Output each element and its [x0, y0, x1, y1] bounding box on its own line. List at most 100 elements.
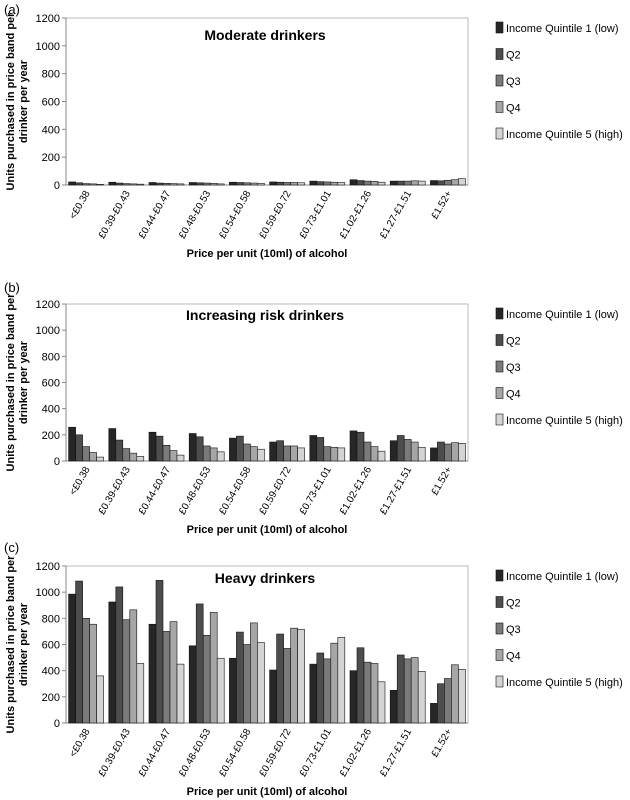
- plot-area: [65, 303, 469, 462]
- x-tick-label: £1.52+: [430, 465, 455, 497]
- x-tick-label: £0.39-£0.43: [97, 465, 133, 517]
- x-tick-label: £1.52+: [430, 727, 455, 759]
- bar: [356, 431, 365, 462]
- bar: [89, 623, 97, 724]
- legend-label: Income Quintile 5 (high): [506, 677, 623, 689]
- bar: [162, 183, 171, 186]
- bar: [216, 451, 225, 462]
- x-tick-label: £0.73-£1.01: [298, 465, 334, 517]
- bar: [276, 633, 284, 724]
- bar: [68, 426, 76, 462]
- bar: [417, 446, 426, 462]
- bar: [96, 456, 104, 462]
- bar: [269, 181, 277, 186]
- bar: [451, 179, 459, 186]
- bar: [370, 663, 379, 724]
- bar: [155, 580, 164, 724]
- bar: [162, 445, 171, 462]
- bar: [115, 586, 124, 724]
- bar: [229, 657, 237, 724]
- y-tick-label: 600: [42, 378, 60, 390]
- legend-label: Q2: [506, 598, 521, 610]
- legend-swatch: [495, 360, 504, 373]
- x-tick-label: £0.59-£0.72: [257, 189, 293, 241]
- x-tick-label: £1.52+: [430, 189, 455, 221]
- bar: [129, 609, 138, 724]
- bar: [269, 669, 277, 724]
- y-axis-label-line: drinker per year: [18, 602, 30, 686]
- bar: [330, 642, 339, 724]
- bar: [148, 182, 157, 186]
- y-axis-label-line: Units purchased in price band per: [5, 293, 17, 472]
- bar: [195, 182, 204, 186]
- bar: [257, 448, 265, 462]
- x-tick-label: £1.27-£1.51: [378, 465, 414, 517]
- bar: [243, 644, 251, 724]
- bar: [82, 618, 90, 724]
- x-tick-label: <£0.38: [68, 465, 93, 498]
- bar: [129, 452, 138, 462]
- bar: [297, 447, 305, 462]
- x-tick-label: £0.48-£0.53: [177, 465, 213, 517]
- bar: [377, 450, 386, 462]
- legend-label: Q4: [506, 389, 521, 401]
- bar: [162, 631, 171, 724]
- x-tick-label: £0.54-£0.58: [217, 465, 253, 517]
- bar: [444, 443, 452, 462]
- y-axis-label-line: Units purchased in price band per: [5, 12, 17, 191]
- bar: [250, 182, 258, 186]
- bar: [389, 689, 398, 724]
- chart-title: Heavy drinkers: [215, 570, 316, 586]
- legend-swatch: [495, 649, 504, 661]
- legend-swatch: [495, 21, 504, 34]
- bar: [410, 441, 419, 462]
- bar: [444, 678, 452, 724]
- x-tick-label: £0.48-£0.53: [177, 189, 213, 241]
- legend-label: Q4: [506, 103, 521, 115]
- x-tick-label: £1.02-£1.26: [338, 189, 374, 241]
- panel-label: (c): [4, 540, 19, 555]
- bar: [276, 440, 284, 462]
- bar: [176, 183, 185, 186]
- y-tick-label: 600: [42, 97, 60, 109]
- bar: [108, 428, 117, 462]
- bar: [396, 180, 405, 186]
- x-axis-label: Price per unit (10ml) of alcohol: [187, 524, 348, 536]
- bar: [309, 435, 318, 462]
- bar: [108, 181, 117, 186]
- bar: [122, 448, 131, 462]
- legend-label: Q3: [506, 362, 521, 374]
- bar: [136, 663, 145, 724]
- bar: [410, 657, 419, 724]
- x-tick-label: £0.44-£0.47: [137, 189, 173, 241]
- bar: [236, 182, 244, 186]
- bar: [437, 683, 445, 724]
- x-tick-label: £1.27-£1.51: [378, 727, 414, 779]
- y-axis-label-line: drinker per year: [18, 59, 30, 143]
- x-tick-label: £0.39-£0.43: [97, 727, 133, 779]
- y-tick-label: 200: [42, 152, 60, 164]
- x-tick-label: £0.44-£0.47: [137, 465, 173, 517]
- bar: [377, 181, 386, 186]
- chart-panel-c: (c) 0 200 400 600 800 1000 1200 Units purchased …: [4, 540, 623, 798]
- y-axis-label-line: Units purchased in price band per: [5, 555, 17, 734]
- y-tick-label: 600: [42, 640, 60, 652]
- bar: [337, 182, 346, 186]
- legend-swatch: [495, 74, 504, 87]
- bar: [370, 181, 379, 186]
- legend-swatch: [495, 622, 504, 635]
- legend-swatch: [495, 413, 504, 426]
- bar: [188, 433, 197, 462]
- legend-label: Q3: [506, 624, 521, 636]
- bar: [148, 431, 157, 462]
- legend-label: Q2: [506, 50, 521, 62]
- y-tick-label: 0: [54, 456, 60, 468]
- bar: [75, 182, 83, 186]
- bar: [458, 443, 466, 462]
- bar: [82, 446, 90, 462]
- y-tick-label: 1200: [36, 299, 60, 311]
- bar: [430, 703, 438, 724]
- bar: [89, 452, 97, 462]
- bar: [209, 612, 218, 724]
- y-axis-label: Units purchased in price band perdrinker…: [5, 12, 30, 191]
